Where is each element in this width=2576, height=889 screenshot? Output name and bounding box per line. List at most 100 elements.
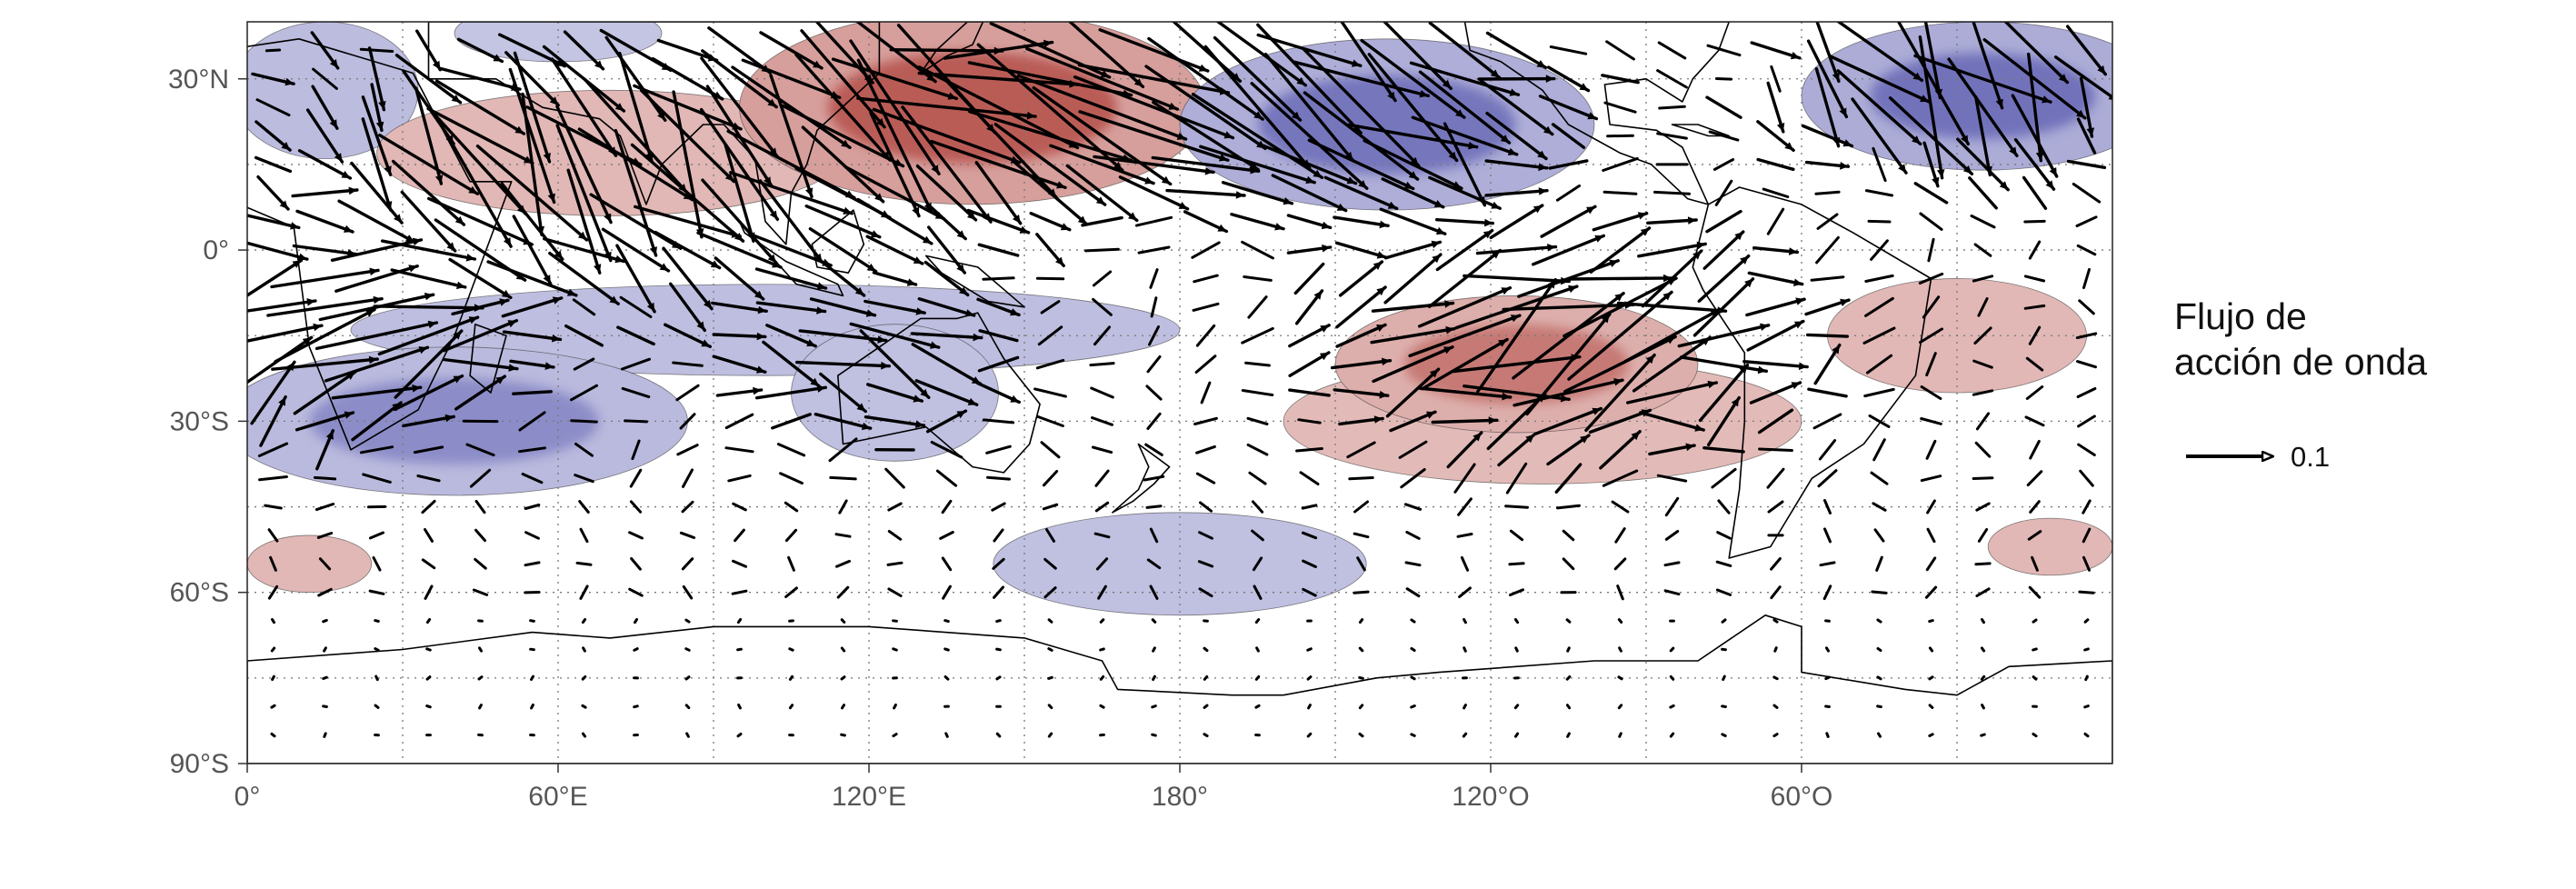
lat-tick-label: 90°S	[170, 749, 229, 779]
flux-vector	[1246, 443, 1269, 456]
flux-vector	[1385, 367, 1441, 418]
flux-vector	[1193, 416, 1218, 425]
flux-vector-head	[302, 337, 312, 345]
flux-vector-head	[764, 176, 772, 186]
flux-vector	[1347, 123, 1479, 149]
flux-vector	[995, 732, 1002, 738]
flux-vector	[944, 619, 950, 624]
flux-vector-head	[365, 309, 374, 317]
flux-vector-head	[456, 281, 465, 290]
flux-vector-head	[1788, 247, 1798, 255]
flux-vector	[1692, 277, 1755, 337]
flux-vector	[1747, 271, 1804, 286]
flux-vector	[1243, 275, 1273, 282]
flux-vector	[1584, 353, 1656, 433]
flux-vector	[941, 556, 953, 572]
flux-vector	[1323, 175, 1399, 211]
flux-vector	[856, 96, 1037, 118]
flux-vector	[1410, 618, 1416, 624]
flux-vector	[2011, 94, 2059, 178]
flux-vector	[1514, 646, 1519, 653]
flux-vector-head	[1123, 89, 1132, 98]
flux-vector	[512, 215, 553, 285]
flux-vector-head	[446, 242, 455, 251]
flux-vector	[1405, 530, 1421, 540]
flux-vector	[1876, 618, 1882, 624]
flux-vector	[500, 182, 564, 261]
flux-vector-head	[1538, 163, 1547, 172]
flux-vector	[1463, 704, 1467, 710]
flux-vector	[1562, 557, 1575, 571]
flux-vector	[2076, 387, 2097, 398]
flux-vector	[270, 732, 276, 738]
flux-vector	[914, 379, 979, 406]
flux-vector	[1563, 276, 1678, 338]
flux-vector	[917, 71, 1080, 86]
flux-vector	[758, 179, 824, 265]
flux-vector-head	[1662, 292, 1672, 301]
flux-vector-head	[523, 237, 533, 245]
flux-vector-head	[465, 254, 475, 262]
flux-vector	[583, 77, 689, 195]
flux-vector	[1972, 476, 1994, 480]
flux-vector	[1706, 44, 1742, 57]
flux-vector	[1877, 732, 1882, 738]
flux-vector	[886, 561, 904, 566]
flux-vector	[941, 499, 953, 514]
flux-vector-head	[468, 316, 478, 325]
flux-vector-head	[1936, 169, 1945, 178]
flux-vector-head	[956, 230, 966, 239]
flux-vector	[1639, 411, 1705, 432]
flux-vector	[809, 297, 877, 317]
flux-vector-head	[956, 264, 965, 274]
flux-vector	[1870, 239, 1889, 261]
flux-vector	[1198, 531, 1213, 540]
flux-vector-head	[394, 214, 403, 224]
flux-vector	[1698, 363, 1750, 423]
flux-vector-head	[973, 333, 982, 342]
flux-vector	[1617, 618, 1623, 624]
flux-vector	[1656, 69, 1688, 89]
flux-vector	[1097, 584, 1107, 600]
flux-vector-head	[934, 211, 944, 219]
flux-vector	[1151, 704, 1157, 709]
flux-vector	[1137, 245, 1171, 255]
flux-vector	[439, 66, 522, 91]
flux-vector-head	[959, 286, 968, 295]
flux-vector	[1203, 733, 1209, 738]
flux-vector-head	[924, 202, 932, 212]
flux-vector	[524, 504, 541, 510]
flux-vector	[633, 84, 743, 131]
flux-vector	[1749, 381, 1802, 405]
flux-vector	[316, 532, 334, 539]
flux-vector	[1664, 530, 1680, 541]
flux-vector-head	[1217, 224, 1227, 232]
flux-vector-head	[1793, 278, 1802, 286]
flux-vector	[664, 323, 712, 348]
flux-vector	[788, 704, 794, 710]
flux-vector	[831, 57, 959, 101]
flux-vector	[1721, 704, 1727, 708]
flux-vector-head	[1095, 196, 1105, 205]
flux-vector	[1663, 561, 1681, 567]
flux-vector-head	[1995, 98, 2003, 108]
flux-vector-head	[1381, 357, 1391, 366]
flux-vector	[1353, 500, 1369, 514]
flux-vector-head	[1490, 69, 1500, 78]
flux-vector	[578, 500, 590, 514]
coastline-layer	[247, 22, 2112, 764]
flux-vector	[469, 468, 492, 488]
flux-vector-head	[1580, 435, 1589, 444]
flux-vector	[1199, 501, 1213, 513]
flux-vector	[619, 295, 653, 318]
flux-vector	[247, 324, 324, 343]
flux-vector-head	[1840, 162, 1849, 170]
flux-vector-head	[434, 175, 444, 185]
flux-vector-head	[843, 206, 853, 215]
flux-vector	[1383, 253, 1443, 305]
flux-vector-head	[1346, 176, 1356, 185]
positive-anomaly-region	[1987, 517, 2112, 576]
flux-vector	[684, 618, 691, 624]
flux-vector	[434, 79, 526, 135]
flux-vector	[864, 299, 926, 315]
